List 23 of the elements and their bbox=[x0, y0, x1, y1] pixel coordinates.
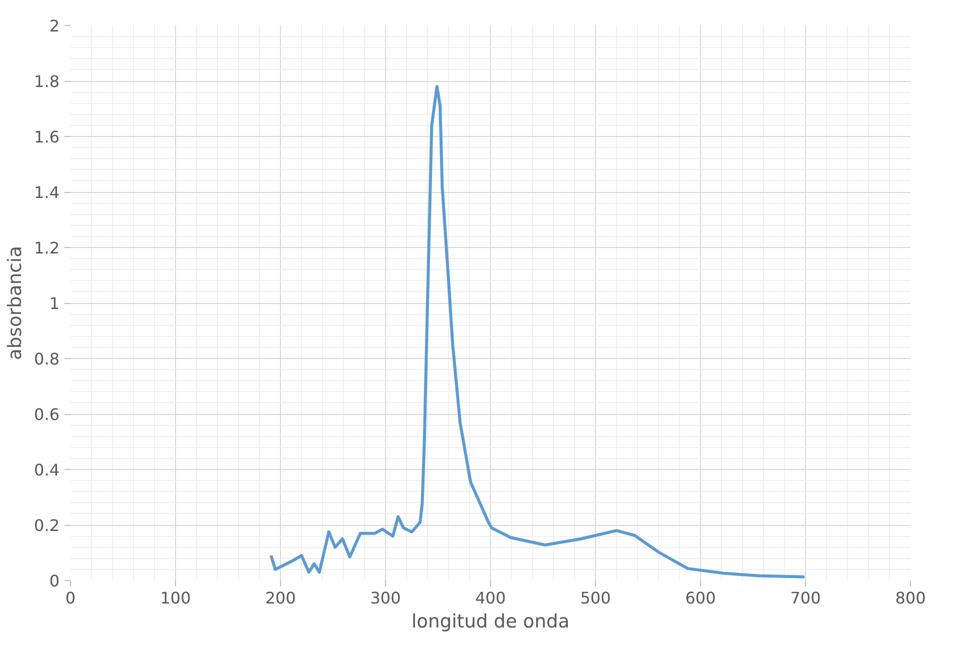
y-tick-label: 0.4 bbox=[34, 460, 60, 480]
y-tick-label: 2 bbox=[49, 16, 60, 36]
x-tick-label: 100 bbox=[160, 588, 191, 608]
x-tick-label: 0 bbox=[65, 588, 76, 608]
y-tick-label: 1.6 bbox=[34, 128, 60, 146]
x-tick-label: 800 bbox=[895, 588, 926, 608]
y-axis-title: absorbancia bbox=[5, 246, 26, 360]
y-tick-label: 1.8 bbox=[34, 72, 60, 91]
line-series bbox=[270, 85, 806, 578]
x-axis-title: longitud de onda bbox=[411, 612, 570, 632]
x-tick-label: 700 bbox=[790, 588, 821, 608]
x-tick-label: 600 bbox=[685, 588, 716, 608]
y-tick-label: 0.8 bbox=[34, 350, 60, 368]
y-tick-label: 0.2 bbox=[34, 516, 60, 535]
y-tick-label: 1.2 bbox=[34, 238, 60, 258]
y-tick-label: 1 bbox=[49, 294, 60, 313]
y-tick-label: 0 bbox=[49, 572, 60, 590]
x-tick-label: 300 bbox=[370, 588, 401, 608]
x-tick-label: 400 bbox=[475, 588, 506, 608]
y-tick-label: 1.4 bbox=[34, 183, 60, 202]
x-tick-label: 500 bbox=[580, 588, 611, 608]
x-tick-label: 200 bbox=[265, 588, 296, 608]
y-tick-label: 0.6 bbox=[34, 405, 60, 424]
